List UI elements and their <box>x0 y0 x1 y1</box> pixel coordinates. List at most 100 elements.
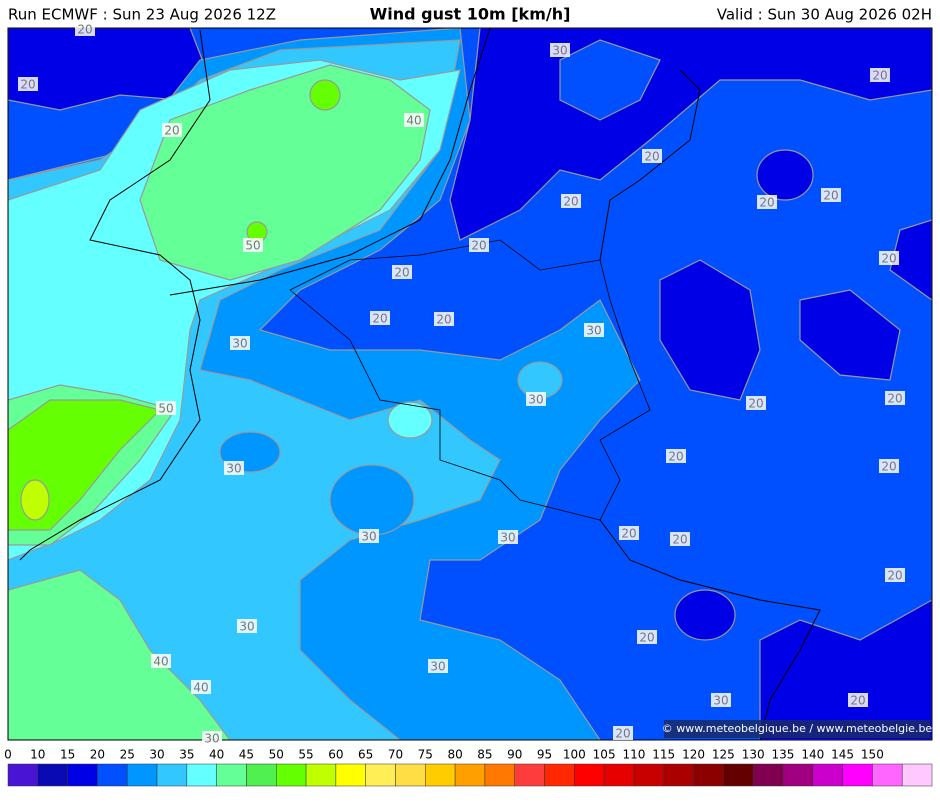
colorbar-label: 135 <box>772 748 795 762</box>
colorbar-label: 130 <box>742 748 765 762</box>
contour-label-bg <box>885 391 905 405</box>
contour-label-bg <box>156 401 176 415</box>
contour-label: 40 <box>153 655 168 669</box>
contour-label: 30 <box>239 620 254 634</box>
contour-label-bg <box>879 459 899 473</box>
contour-label-bg <box>237 619 257 633</box>
contour-label: 20 <box>872 69 887 83</box>
contour-label: 30 <box>430 660 445 674</box>
contour-label-bg <box>757 195 777 209</box>
colorbar-label: 20 <box>90 748 105 762</box>
color-swatch <box>544 763 575 787</box>
map-title: Wind gust 10m [km/h] <box>370 5 571 24</box>
colorbar-label: 75 <box>418 748 433 762</box>
contour-label: 30 <box>528 393 543 407</box>
contour-label: 30 <box>713 694 728 708</box>
contour-label: 20 <box>20 78 35 92</box>
contour-label: 30 <box>232 337 247 351</box>
color-swatch <box>633 763 664 787</box>
color-swatch <box>365 763 396 787</box>
colorbar-label: 40 <box>209 748 224 762</box>
map <box>8 28 932 740</box>
color-swatch <box>603 763 635 787</box>
contour-label-bg <box>550 43 570 57</box>
contour-label-bg <box>359 529 379 543</box>
contour-label-bg <box>711 693 731 707</box>
contour-label-bg <box>202 731 222 745</box>
contour-label-bg <box>428 659 448 673</box>
contour-label: 30 <box>500 531 515 545</box>
color-swatch <box>425 763 456 787</box>
contour-label-bg <box>526 392 546 406</box>
colorbar-label: 140 <box>801 748 824 762</box>
contour-label: 20 <box>639 631 654 645</box>
contour-label: 30 <box>361 530 376 544</box>
contour-label-bg <box>584 323 604 337</box>
colorbar-label: 80 <box>447 748 462 762</box>
contour-label: 50 <box>245 239 260 253</box>
contour-label: 20 <box>615 727 630 741</box>
colorbar-label: 125 <box>712 748 735 762</box>
contour-label-bg <box>191 680 211 694</box>
colorbar-label: 70 <box>388 748 403 762</box>
contour-label: 20 <box>436 313 451 327</box>
color-swatch <box>7 763 39 787</box>
contour-label: 20 <box>644 150 659 164</box>
contour-label: 20 <box>881 460 896 474</box>
color-swatch <box>67 763 98 787</box>
color-swatch <box>812 763 843 787</box>
contour-label: 20 <box>881 252 896 266</box>
colorbar-label: 25 <box>120 748 135 762</box>
color-swatch <box>723 763 754 787</box>
contour-label-bg <box>613 726 633 740</box>
colorbar-label: 30 <box>149 748 164 762</box>
contour-label-bg <box>224 461 244 475</box>
contour-label: 20 <box>668 450 683 464</box>
contour-label-bg <box>243 238 263 252</box>
color-swatch <box>216 763 247 787</box>
color-swatch <box>663 763 694 787</box>
contour-label-bg <box>870 68 890 82</box>
contour-label-bg <box>18 77 38 91</box>
contour-label: 20 <box>164 124 179 138</box>
contour-label-bg <box>75 22 95 36</box>
color-swatch <box>782 763 814 787</box>
contour-label-bg <box>498 530 518 544</box>
copyright: © www.meteobelgique.be / www.meteobelgie… <box>662 722 933 735</box>
colorbar-label: 15 <box>60 748 75 762</box>
contour-label-bg <box>434 312 454 326</box>
color-swatch <box>246 763 277 787</box>
contour-label-bg <box>561 194 581 208</box>
colorbar-label: 90 <box>507 748 522 762</box>
contour-label-bg <box>162 123 182 137</box>
color-swatch <box>335 763 366 787</box>
contour-label-bg <box>469 238 489 252</box>
colorbar-label: 60 <box>328 748 343 762</box>
contour-label: 20 <box>748 397 763 411</box>
color-swatch <box>484 763 515 787</box>
color-swatch <box>693 763 724 787</box>
contour-label-bg <box>746 396 766 410</box>
color-swatch <box>97 763 128 787</box>
valid-info: Valid : Sun 30 Aug 2026 02H <box>717 6 932 24</box>
contour-label: 20 <box>394 266 409 280</box>
colorbar-label: 105 <box>593 748 616 762</box>
contour-label: 20 <box>471 239 486 253</box>
colorbar-label: 115 <box>652 748 675 762</box>
contour-label-bg <box>392 265 412 279</box>
contour-label-bg <box>637 630 657 644</box>
contour-label-bg <box>821 188 841 202</box>
colorbar-label: 95 <box>537 748 552 762</box>
color-swatch <box>514 763 545 787</box>
color-swatch <box>305 763 337 787</box>
contour-label: 30 <box>586 324 601 338</box>
color-swatch <box>752 763 784 787</box>
color-swatch <box>276 763 307 787</box>
contour-label-bg <box>879 251 899 265</box>
color-swatch <box>37 763 68 787</box>
color-swatch <box>574 763 605 787</box>
contour-label-bg <box>642 149 662 163</box>
contour-label-bg <box>404 113 424 127</box>
contour-label: 20 <box>887 392 902 406</box>
